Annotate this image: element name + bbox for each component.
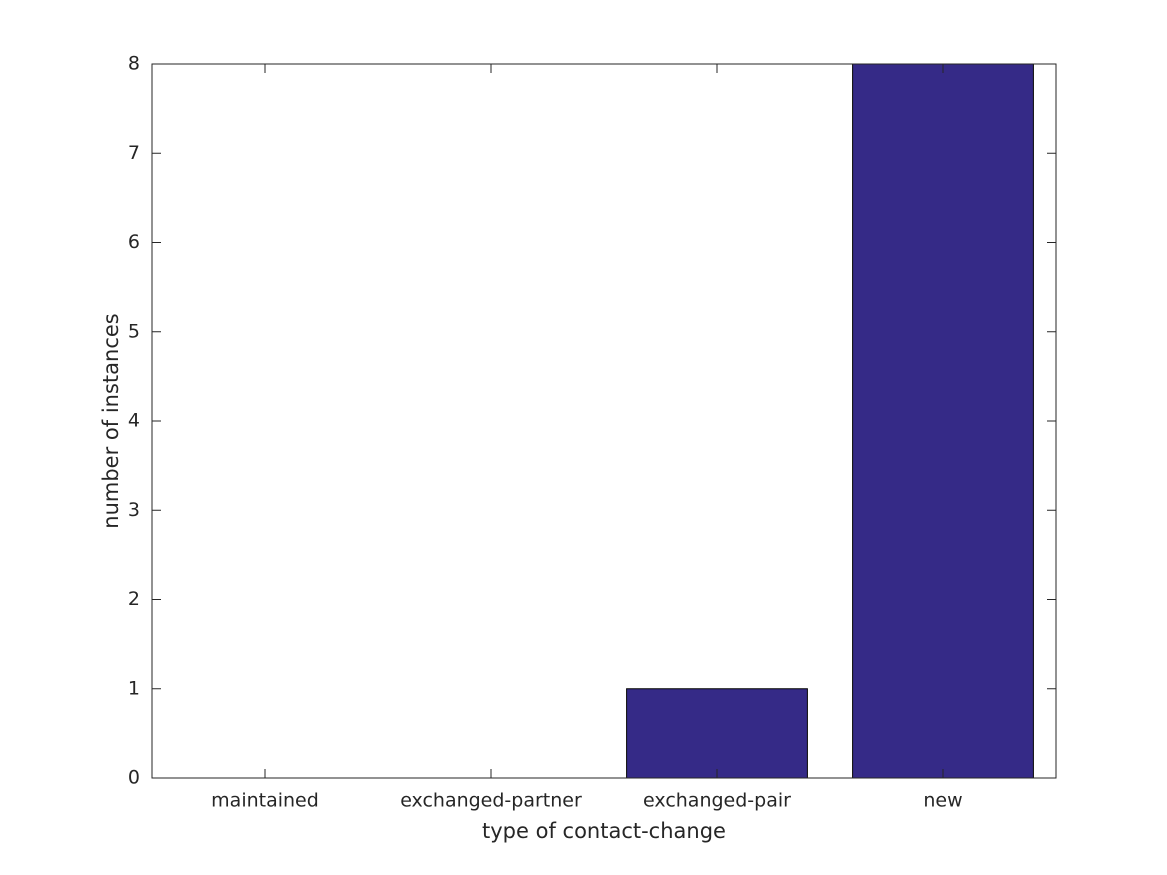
y-axis-label: number of instances [99,313,123,528]
x-tick-label: new [923,790,962,812]
bar [626,688,808,779]
x-axis-label: type of contact-change [482,819,726,843]
y-tick-label: 5 [128,320,140,342]
y-tick-label: 3 [128,499,140,521]
y-tick-label: 0 [128,767,140,789]
x-tick-label: exchanged-partner [400,790,582,812]
y-tick-label: 7 [128,142,140,164]
y-tick-label: 2 [128,588,140,610]
y-tick-label: 4 [128,410,140,432]
x-tick-label: maintained [211,790,319,812]
bar [852,63,1034,779]
y-tick-label: 8 [128,53,140,75]
y-tick-label: 6 [128,231,140,253]
y-tick-label: 1 [128,677,140,699]
x-tick-label: exchanged-pair [643,790,791,812]
